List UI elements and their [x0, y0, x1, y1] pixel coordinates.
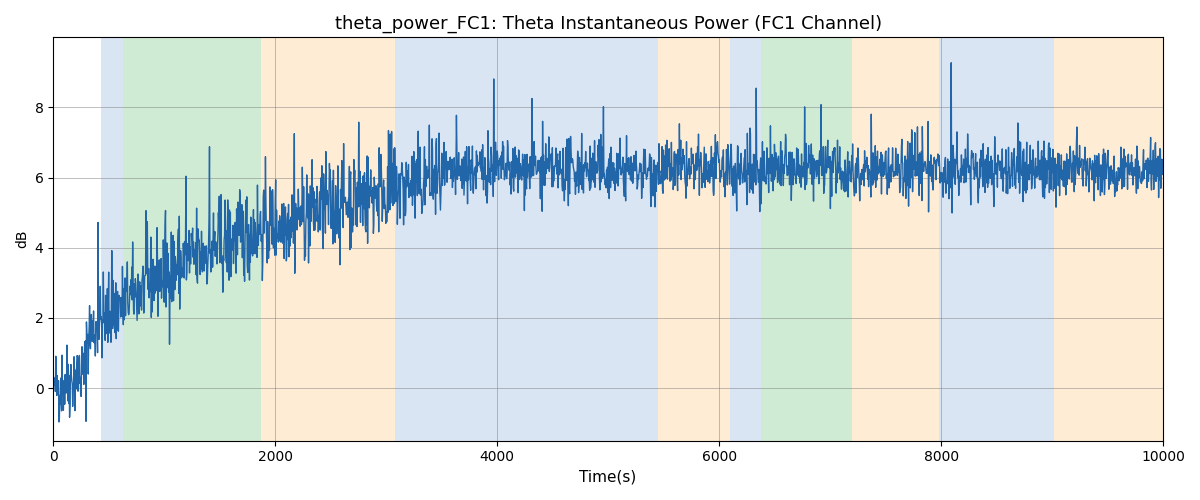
X-axis label: Time(s): Time(s)	[580, 470, 637, 485]
Bar	[395, 38, 658, 440]
Bar	[124, 38, 260, 440]
Bar	[260, 38, 395, 440]
Title: theta_power_FC1: Theta Instantaneous Power (FC1 Channel): theta_power_FC1: Theta Instantaneous Pow…	[335, 15, 882, 34]
Bar	[730, 38, 761, 440]
Y-axis label: dB: dB	[14, 230, 29, 248]
Bar	[101, 38, 124, 440]
Bar	[938, 38, 1055, 440]
Bar	[1055, 38, 1163, 440]
Bar	[761, 38, 852, 440]
Bar	[852, 38, 938, 440]
Bar	[658, 38, 730, 440]
